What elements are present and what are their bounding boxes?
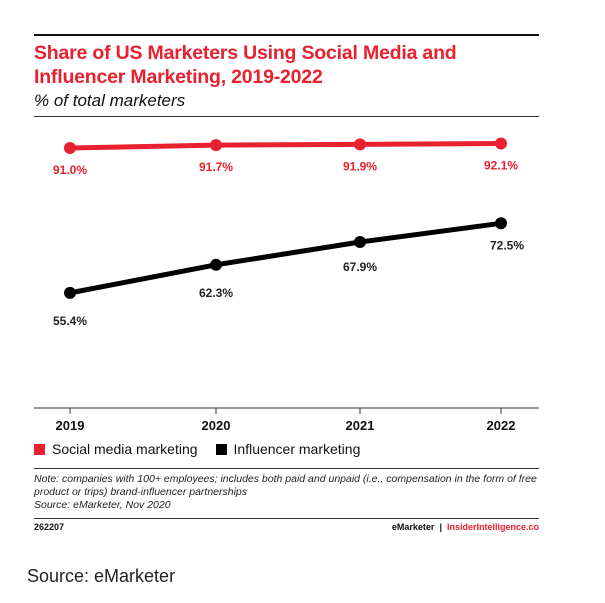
data-point-1-0 — [64, 286, 76, 299]
data-point-0-0 — [64, 142, 76, 154]
brand-emarketer: eMarketer — [391, 522, 435, 532]
legend-item-social: Social media marketing — [34, 441, 198, 457]
data-label-1-0: 55.4% — [53, 314, 87, 328]
legend: Social media marketing Influencer market… — [34, 441, 370, 457]
legend-item-influencer: Influencer marketing — [215, 441, 361, 457]
series-line-1 — [67, 220, 504, 296]
data-label-1-2: 67.9% — [343, 260, 377, 274]
x-tick-label-3: 2022 — [487, 418, 516, 433]
data-point-1-3 — [495, 217, 507, 230]
data-label-0-0: 91.0% — [53, 163, 87, 177]
legend-swatch-social — [34, 443, 45, 455]
x-tick-label-0: 2019 — [56, 418, 85, 433]
legend-swatch-influencer — [215, 443, 227, 455]
data-point-1-2 — [354, 236, 366, 249]
data-point-0-3 — [495, 137, 507, 150]
data-point-0-1 — [210, 139, 222, 152]
data-label-0-2: 91.9% — [343, 159, 377, 173]
source-note: Source: eMarketer, Nov 2020 — [34, 499, 171, 511]
top-rule — [34, 34, 539, 36]
subtitle-rule — [34, 116, 539, 117]
chart-subtitle: % of total marketers — [34, 91, 186, 110]
data-label-0-3: 92.1% — [484, 159, 518, 173]
data-point-1-1 — [210, 258, 222, 271]
page-source-caption: Source: eMarketer — [27, 566, 176, 586]
note-rule — [34, 468, 539, 469]
x-tick-label-2: 2021 — [346, 418, 375, 433]
data-label-1-3: 72.5% — [490, 238, 524, 252]
note-text: Note: companies with 100+ employees; inc… — [34, 473, 537, 498]
bottom-rule — [34, 518, 539, 519]
chart-title: Share of US Marketers Using Social Media… — [34, 42, 457, 88]
series-line-0 — [67, 141, 504, 151]
series-layer: 91.0% 91.7% 91.9% 92.1% 55.4% 62.3% 67.9% 72.5% — [53, 137, 524, 328]
data-label-1-1: 62.3% — [199, 286, 233, 300]
data-point-0-2 — [354, 138, 366, 151]
brand-footer: eMarketer | InsiderIntelligence.co — [392, 522, 539, 532]
brand-separator: | — [439, 522, 442, 532]
chart-id: 262207 — [34, 522, 65, 532]
legend-label-influencer: Influencer marketing — [233, 441, 361, 457]
chart-note: Note: companies with 100+ employees; inc… — [34, 473, 539, 512]
legend-label-social: Social media marketing — [52, 441, 198, 457]
brand-insider: InsiderIntelligence.co — [446, 522, 539, 532]
x-tick-layer: 2019 2020 2021 2022 — [56, 408, 516, 433]
x-tick-label-1: 2020 — [202, 418, 231, 433]
data-label-0-1: 91.7% — [199, 160, 233, 174]
